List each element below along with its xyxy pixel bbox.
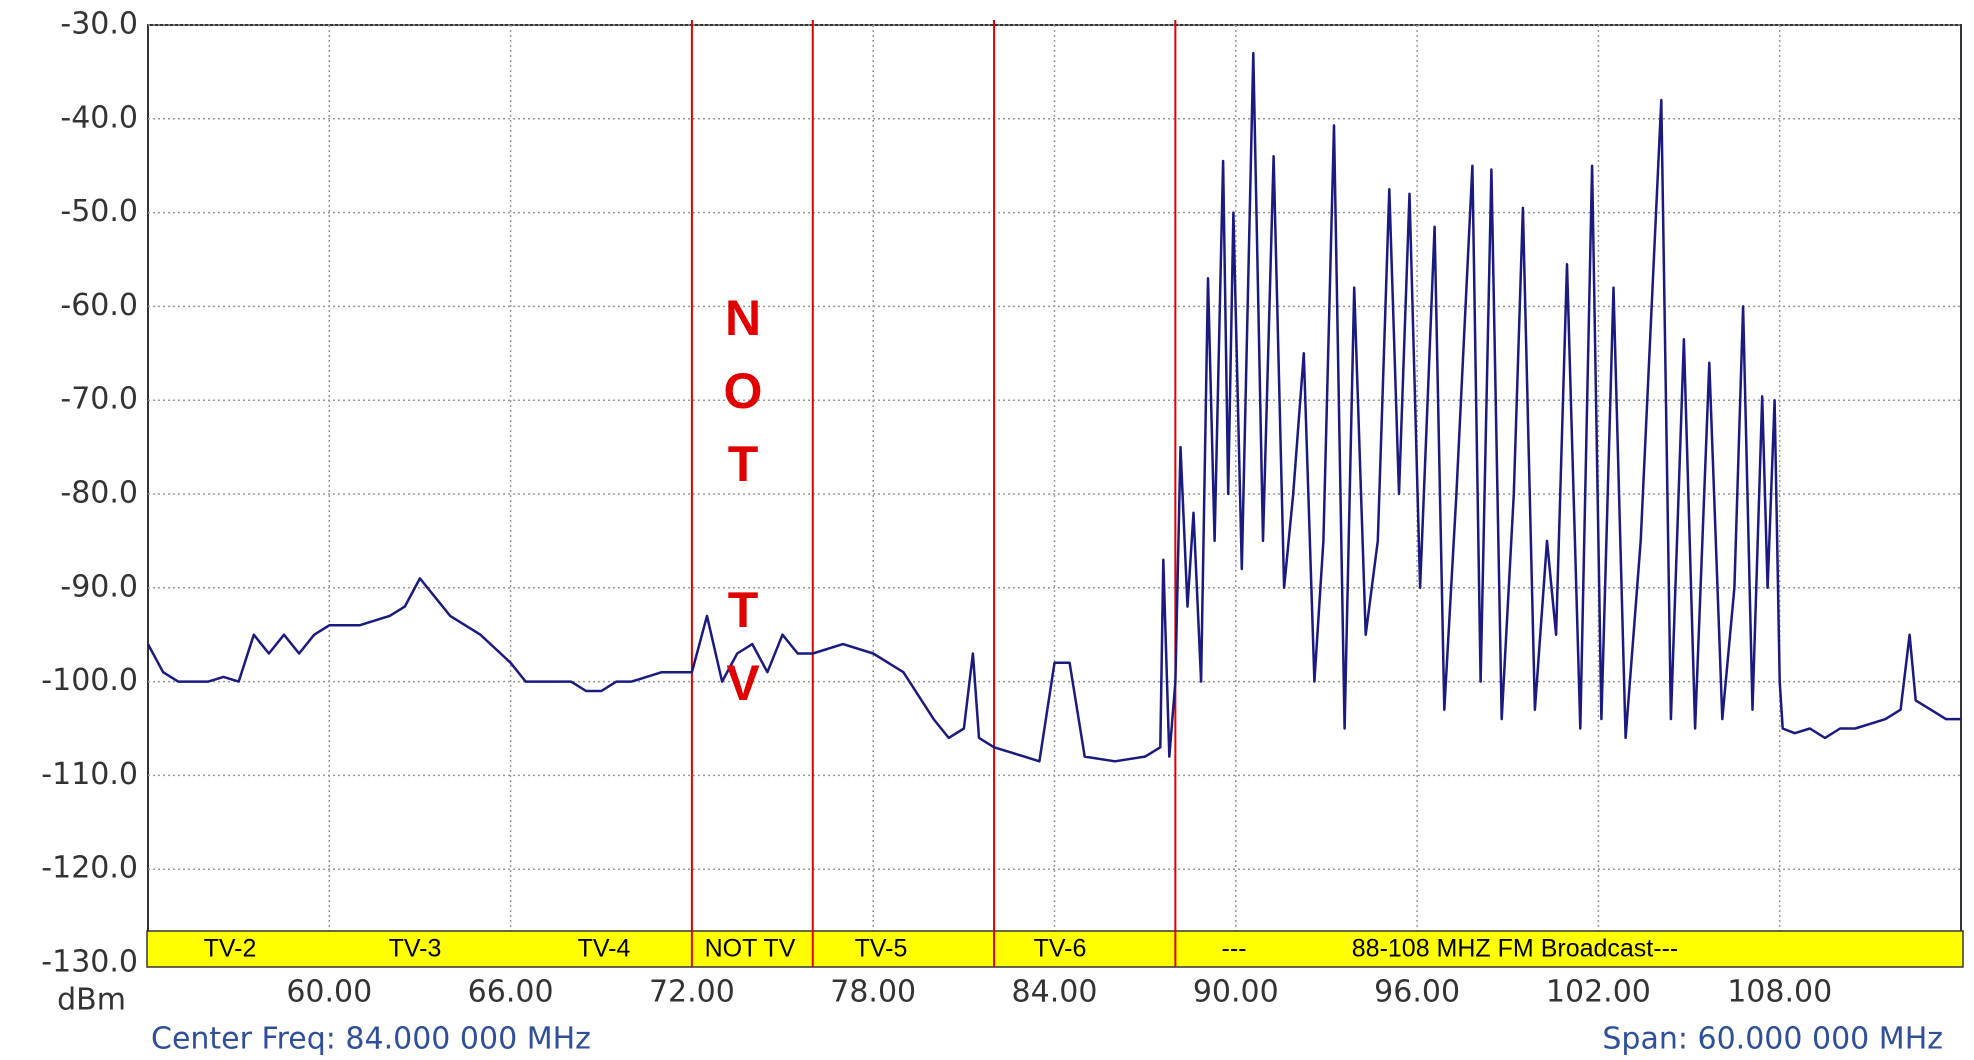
band-label: ---: [1222, 935, 1247, 963]
vertical-annotation: NOT TV: [718, 290, 771, 710]
x-tick-label: 90.00: [1193, 975, 1279, 1010]
y-tick-label: -80.0: [60, 476, 138, 511]
x-tick-label: 102.00: [1546, 975, 1651, 1010]
y-tick-label: -30.0: [60, 7, 138, 42]
band-label: TV-5: [855, 935, 908, 963]
x-tick-label: 84.00: [1012, 975, 1098, 1010]
annotation-box: NOT TV: [718, 290, 771, 710]
band-strip: [146, 930, 1964, 968]
center-frequency: Center Freq: 84.000 000 MHz: [151, 1022, 591, 1057]
y-tick-label: -40.0: [60, 100, 138, 135]
trace: [146, 51, 1961, 763]
x-tick-label: 108.00: [1727, 975, 1832, 1010]
span: Span: 60.000 000 MHz: [1602, 1022, 1943, 1057]
y-unit-label: dBm: [57, 983, 126, 1018]
band-label: TV-2: [204, 935, 257, 963]
y-tick-label: -90.0: [60, 569, 138, 604]
band-label: NOT TV: [705, 935, 796, 963]
x-tick-label: 78.00: [830, 975, 916, 1010]
y-tick-label: -50.0: [60, 194, 138, 229]
band-label: 88-108 MHZ FM Broadcast---: [1352, 935, 1678, 963]
band-label: TV-6: [1034, 935, 1087, 963]
y-tick-label: -130.0: [41, 945, 138, 980]
y-tick-label: -120.0: [41, 851, 138, 886]
x-tick-label: 66.00: [468, 975, 554, 1010]
y-tick-label: -70.0: [60, 382, 138, 417]
y-tick-label: -100.0: [41, 663, 138, 698]
x-tick-label: 60.00: [286, 975, 372, 1010]
x-tick-label: 72.00: [649, 975, 735, 1010]
y-tick-label: -110.0: [41, 757, 138, 792]
y-tick-label: -60.0: [60, 288, 138, 323]
x-tick-label: 96.00: [1374, 975, 1460, 1010]
band-label: TV-4: [578, 935, 631, 963]
band-label: TV-3: [389, 935, 442, 963]
